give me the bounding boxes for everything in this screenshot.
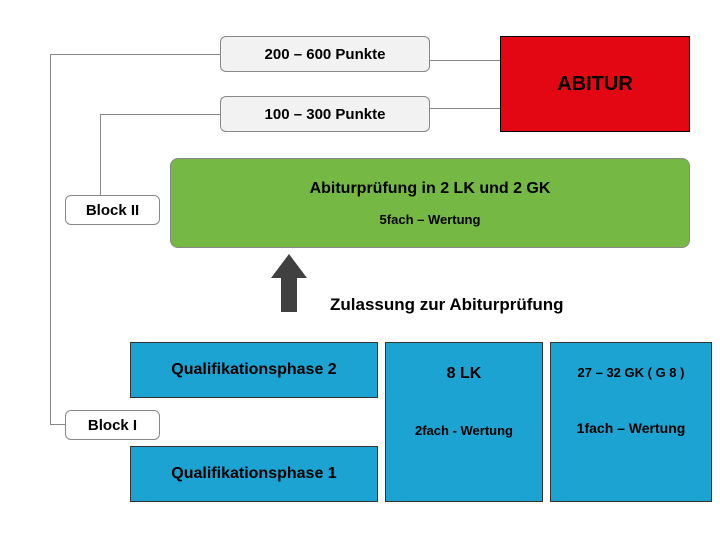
connector-abitur-h2 — [430, 108, 500, 109]
qual2-text: Qualifikationsphase 2 — [171, 361, 336, 379]
abiturpruefung-box: Abiturprüfung in 2 LK und 2 GK 5fach – W… — [170, 158, 690, 248]
lk-top-text: 8 LK — [447, 365, 482, 383]
qual1-box: Qualifikationsphase 1 — [130, 446, 378, 502]
punkte-upper-text: 200 – 600 Punkte — [265, 46, 386, 63]
block2-label: Block II — [65, 195, 160, 225]
connector-block1-h-top — [50, 54, 220, 55]
connector-block2-h-top — [100, 114, 220, 115]
gk-bottom-text: 1fach – Wertung — [577, 420, 686, 436]
block1-label: Block I — [65, 410, 160, 440]
connector-block1-v — [50, 54, 51, 424]
abitur-text: ABITUR — [557, 73, 633, 96]
connector-abitur-h1 — [430, 60, 500, 61]
abiturpruefung-subtitle: 5fach – Wertung — [380, 212, 481, 227]
punkte-lower-box: 100 – 300 Punkte — [220, 96, 430, 132]
qual1-text: Qualifikationsphase 1 — [171, 465, 336, 483]
zulassung-text: Zulassung zur Abiturprüfung — [330, 295, 564, 315]
gk-column-box: 27 – 32 GK ( G 8 ) 1fach – Wertung — [550, 342, 712, 502]
lk-column-box: 8 LK 2fach - Wertung — [385, 342, 543, 502]
block2-text: Block II — [86, 202, 139, 219]
lk-bottom-text: 2fach - Wertung — [415, 423, 513, 438]
abiturpruefung-title: Abiturprüfung in 2 LK und 2 GK — [310, 180, 551, 198]
qual2-box: Qualifikationsphase 2 — [130, 342, 378, 398]
punkte-lower-text: 100 – 300 Punkte — [265, 106, 386, 123]
connector-block1-h-bot — [50, 424, 65, 425]
connector-block2-v — [100, 114, 101, 195]
arrow-up-head — [271, 254, 307, 278]
punkte-upper-box: 200 – 600 Punkte — [220, 36, 430, 72]
gk-top-text: 27 – 32 GK ( G 8 ) — [578, 365, 685, 380]
arrow-up-stem — [281, 276, 297, 312]
block1-text: Block I — [88, 417, 137, 434]
abitur-box: ABITUR — [500, 36, 690, 132]
